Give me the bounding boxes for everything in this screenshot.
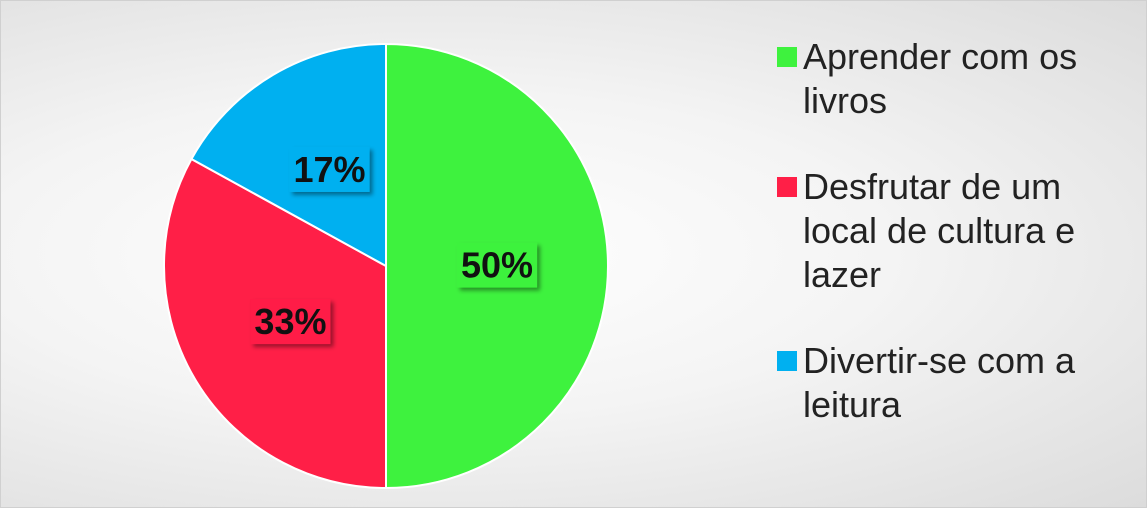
data-label-text: 17% [293, 149, 365, 190]
data-label-text: 50% [461, 245, 533, 286]
data-label-box [456, 242, 538, 288]
legend-label: Desfrutar de um local de cultura e lazer [803, 166, 1076, 295]
data-label: 50% [456, 242, 538, 288]
legend-swatch [777, 351, 797, 371]
legend-swatch [777, 177, 797, 197]
legend-swatch [777, 47, 797, 67]
data-label: 17% [289, 146, 370, 192]
legend: Aprender com os livros Desfrutar de um lo… [771, 35, 1141, 469]
data-label: 33% [250, 299, 331, 345]
pie-slice [190, 42, 387, 268]
legend-item: Aprender com os livros [771, 35, 1141, 123]
data-label-box [289, 146, 370, 192]
legend-item: Desfrutar de um local de cultura e lazer [771, 165, 1141, 297]
data-label-box [250, 299, 331, 345]
data-label-text: 33% [254, 301, 326, 342]
pie-area: 50% 33% 17% [163, 42, 609, 490]
legend-label: Aprender com os livros [803, 36, 1078, 121]
legend-item: Divertir-se com a leitura [771, 339, 1141, 427]
legend-label: Divertir-se com a leitura [803, 340, 1076, 425]
